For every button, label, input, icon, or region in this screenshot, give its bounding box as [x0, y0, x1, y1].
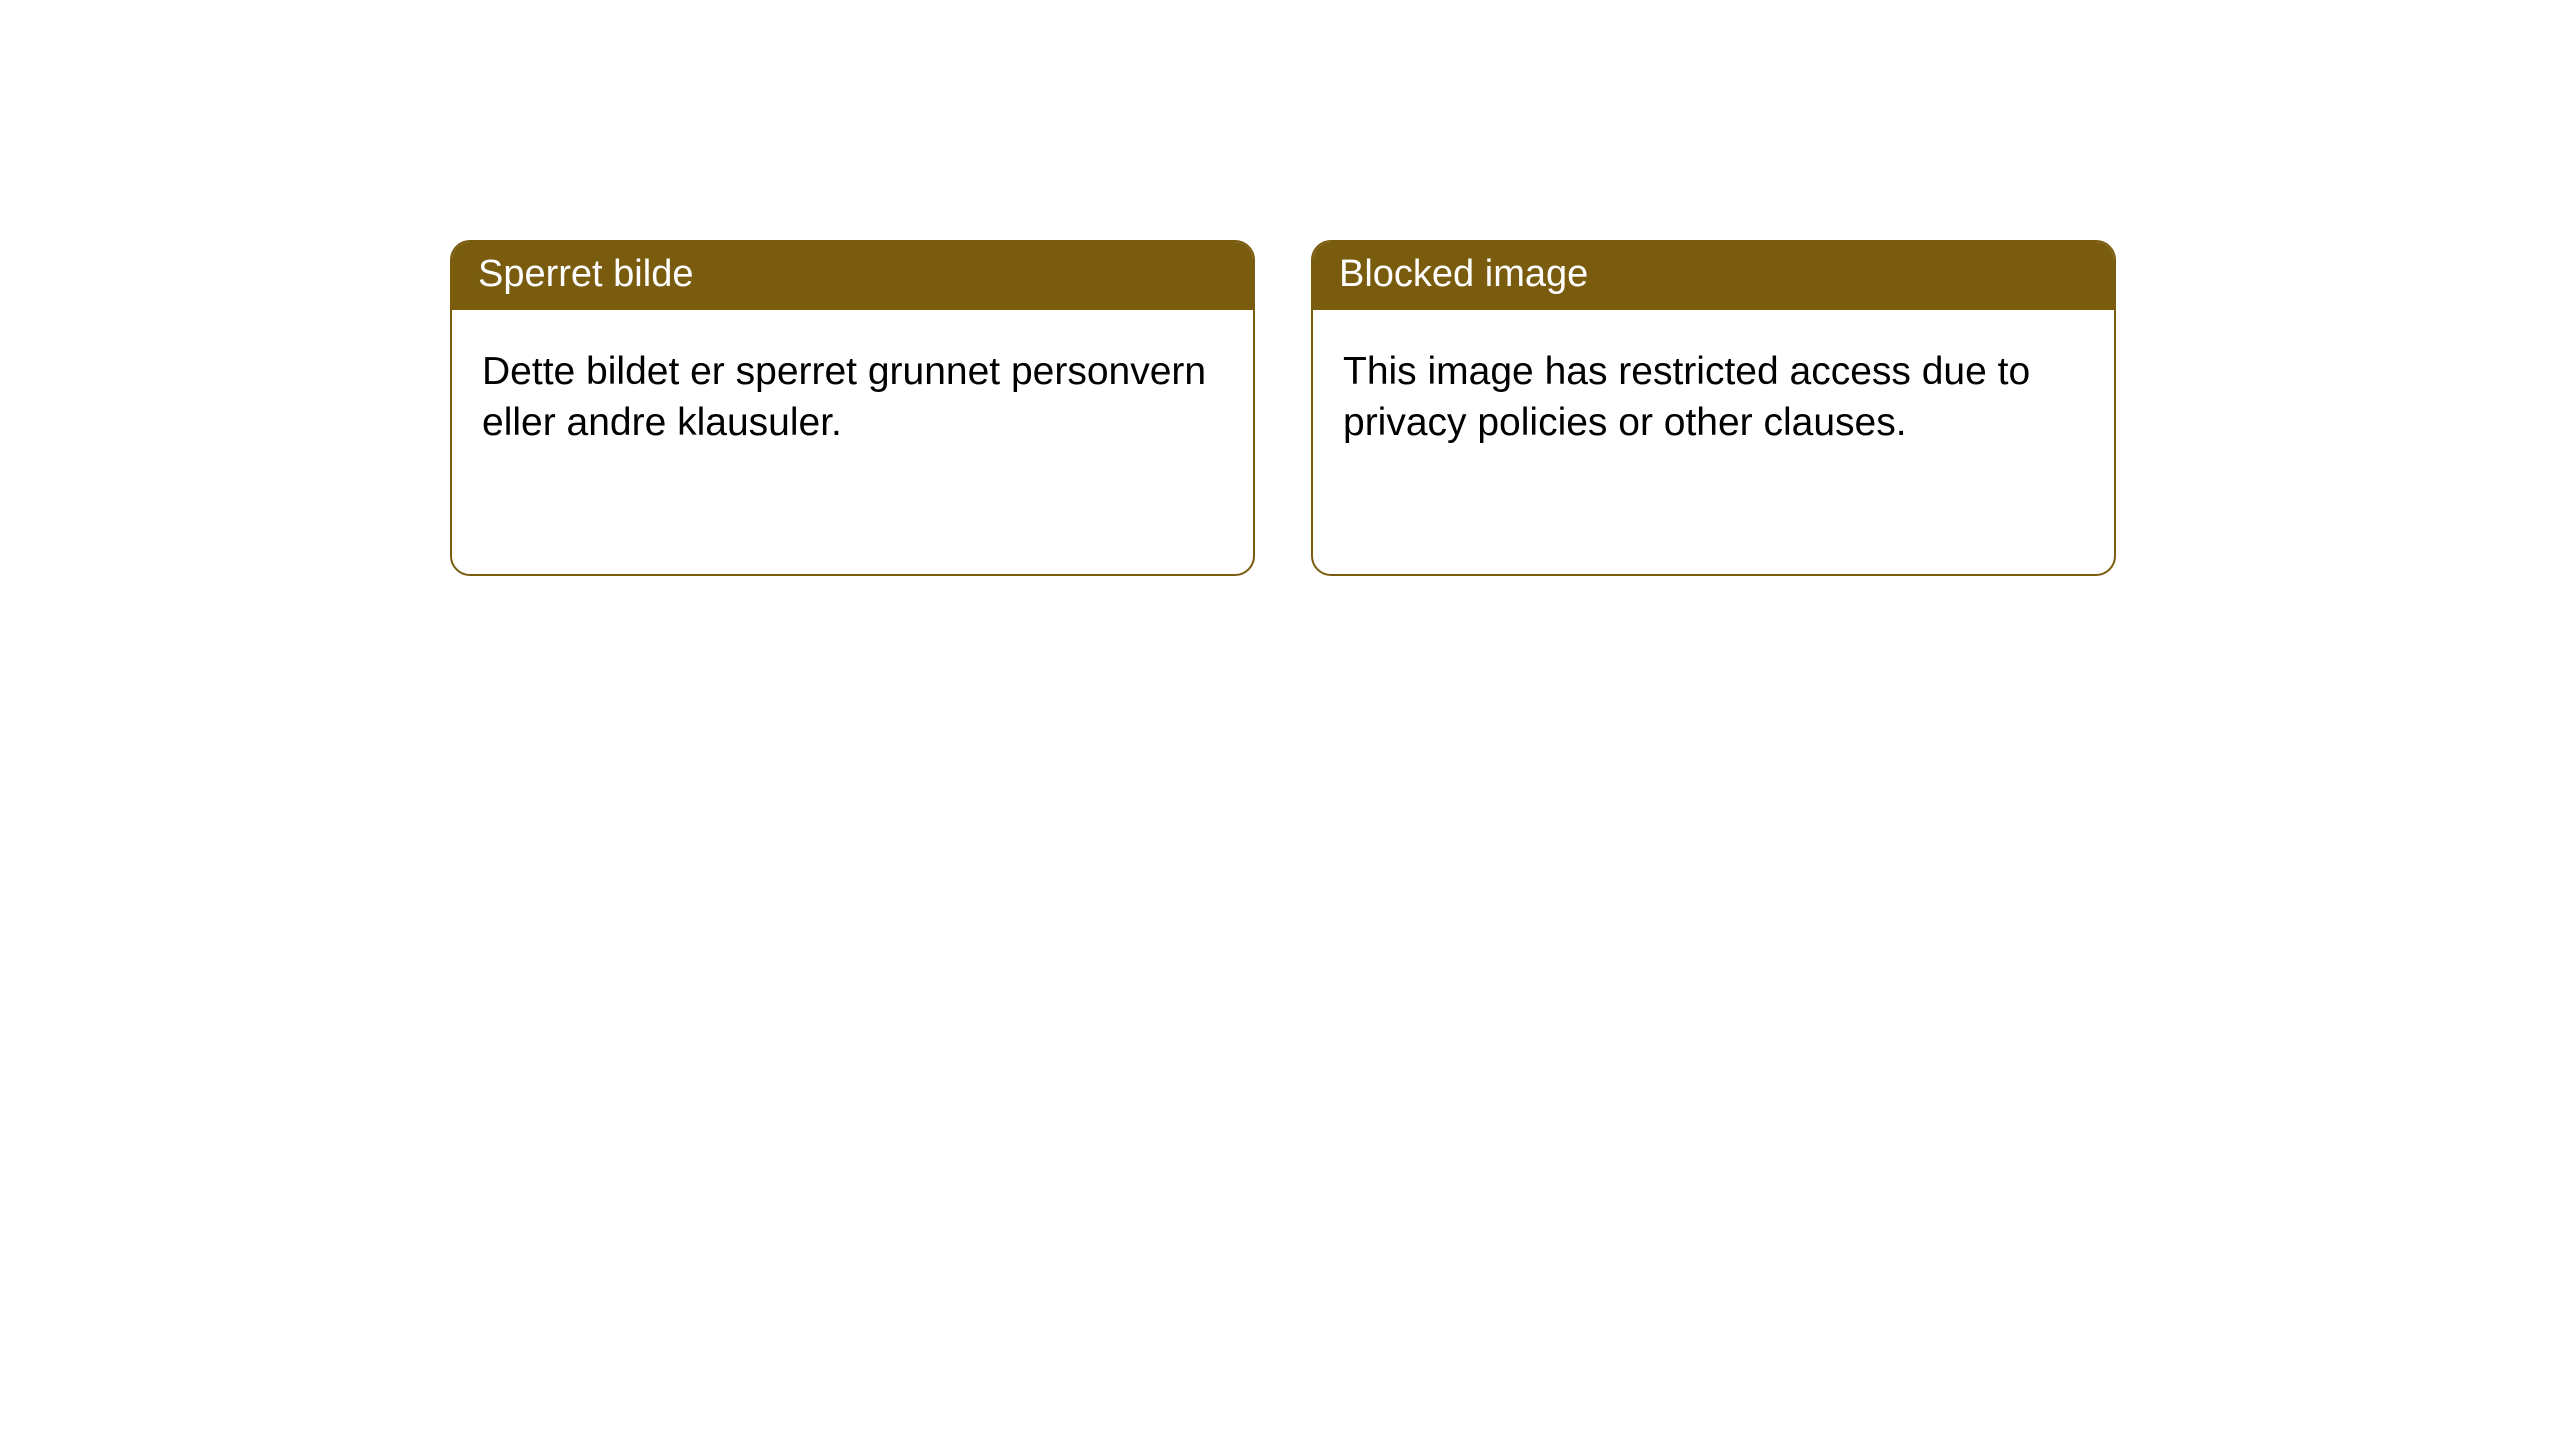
notice-header: Sperret bilde — [452, 242, 1253, 310]
notice-header: Blocked image — [1313, 242, 2114, 310]
notice-card-english: Blocked image This image has restricted … — [1311, 240, 2116, 576]
notice-container: Sperret bilde Dette bildet er sperret gr… — [0, 0, 2560, 576]
notice-body: Dette bildet er sperret grunnet personve… — [452, 310, 1253, 485]
notice-card-norwegian: Sperret bilde Dette bildet er sperret gr… — [450, 240, 1255, 576]
notice-body: This image has restricted access due to … — [1313, 310, 2114, 485]
